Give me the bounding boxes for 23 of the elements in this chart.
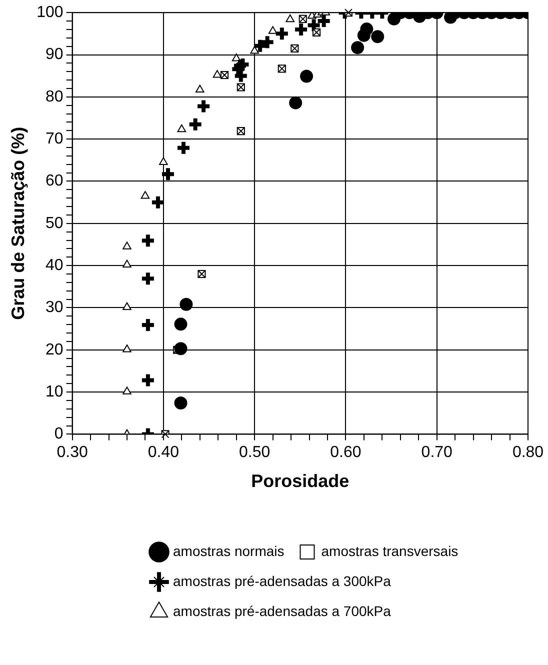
y-tick-label: 20 [46,341,64,358]
y-tick-label: 40 [46,256,64,274]
legend-label: amostras transversais [321,542,458,559]
y-tick-label: 80 [46,88,64,106]
y-tick-label: 50 [46,214,64,232]
y-axis-title: Grau de Saturação (%) [8,126,28,320]
y-tick-label: 70 [46,130,64,148]
x-axis-title: Porosidade [251,471,350,492]
x-tick-label: 0.40 [148,444,180,462]
legend-label: amostras normais [173,542,284,559]
y-tick-label: 30 [46,299,64,316]
x-tick-label: 0.50 [239,444,270,462]
x-tick-label: 0.30 [56,444,88,462]
x-tick-label: 0.70 [421,444,453,462]
x-tick-label: 0.60 [330,444,362,462]
y-tick-label: 100 [36,4,64,22]
y-tick-label: 60 [46,172,64,190]
legend-label: amostras pré-adensadas a 700kPa [173,602,392,619]
y-tick-label: 90 [46,46,64,64]
y-tick-label: 0 [54,426,64,443]
x-tick-label: 0.80 [512,444,544,462]
y-tick-label: 10 [46,383,64,400]
legend-label: amostras pré-adensadas a 300kPa [173,572,392,589]
